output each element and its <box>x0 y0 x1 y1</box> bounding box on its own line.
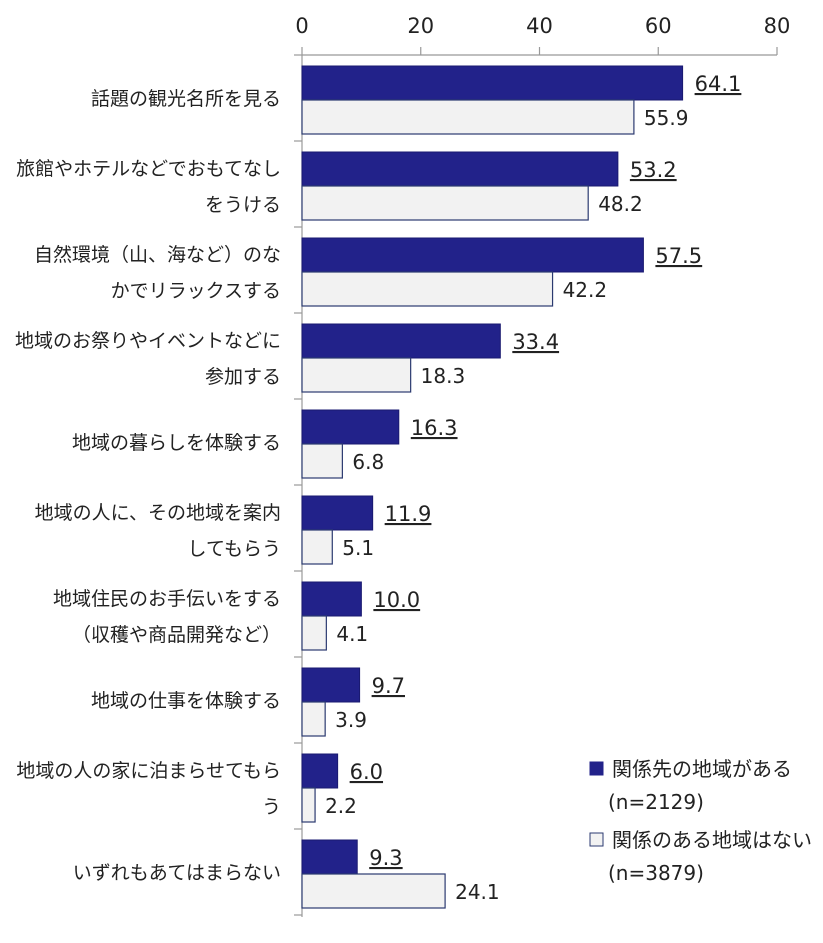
data-label-series-1: 16.3 <box>411 416 458 440</box>
data-label-series-2: 3.9 <box>335 708 367 732</box>
category-label-line1: 地域のお祭りやイベントなどに <box>15 330 281 352</box>
category-label-line1: 地域の人に、その地域を案内 <box>35 502 281 524</box>
bar-series-1 <box>301 151 619 187</box>
category-label: 地域の暮らしを体験する <box>72 432 281 454</box>
category-label-line2: をうける <box>205 194 281 216</box>
data-label-series-1: 9.7 <box>372 674 405 698</box>
bar-series-2 <box>301 787 316 823</box>
data-label-series-1: 64.1 <box>695 72 742 96</box>
category-labels: 話題の観光名所を見る旅館やホテルなどでおもてなしをうける自然環境（山、海など）の… <box>15 88 281 884</box>
legend-label-series-2: 関係のある地域はない <box>612 828 812 852</box>
bar-series-1 <box>301 323 501 359</box>
data-label-series-1: 6.0 <box>350 760 383 784</box>
data-label-series-2: 48.2 <box>598 192 643 216</box>
bar-series-2 <box>301 99 635 135</box>
x-tick-label: 40 <box>526 14 553 38</box>
category-label-line1: 自然環境（山、海など）のな <box>34 244 281 266</box>
bar-series-2 <box>301 357 412 393</box>
legend: 関係先の地域がある (n=2129) 関係のある地域はない (n=3879) <box>589 757 812 885</box>
data-label-series-2: 5.1 <box>342 536 374 560</box>
data-label-series-1: 11.9 <box>385 502 432 526</box>
bar-series-1 <box>301 839 358 875</box>
category-label-line2: してもらう <box>188 538 281 560</box>
data-label-series-2: 6.8 <box>352 450 384 474</box>
x-tick-label: 0 <box>295 14 308 38</box>
legend-swatch-series-2 <box>589 832 604 847</box>
data-label-series-1: 9.3 <box>369 846 402 870</box>
category-label-line1: 旅館やホテルなどでおもてなし <box>16 158 281 180</box>
data-label-series-2: 2.2 <box>325 794 357 818</box>
bar-series-1 <box>301 667 361 703</box>
bar-series-1 <box>301 409 400 445</box>
bar-series-1 <box>301 581 362 617</box>
bar-series-2 <box>301 185 589 221</box>
category-label-line1: 地域の人の家に泊まらせてもら <box>16 760 281 782</box>
bar-series-2 <box>301 271 554 307</box>
category-label-line2: う <box>262 796 281 818</box>
bar-series-2 <box>301 701 326 737</box>
legend-label-series-1: 関係先の地域がある <box>612 757 792 781</box>
data-label-series-2: 42.2 <box>563 278 608 302</box>
data-label-series-2: 4.1 <box>336 622 368 646</box>
data-label-series-2: 18.3 <box>421 364 466 388</box>
bar-series-1 <box>301 65 684 101</box>
data-label-series-1: 10.0 <box>373 588 420 612</box>
data-label-series-1: 53.2 <box>630 158 677 182</box>
bar-series-1 <box>301 495 374 531</box>
bar-series-1 <box>301 237 644 273</box>
category-label-line2: （収穫や商品開発など） <box>72 624 281 646</box>
bar-series-2 <box>301 615 327 651</box>
bar-series-2 <box>301 443 343 479</box>
legend-sample-series-2: (n=3879) <box>608 861 704 885</box>
bar-series-1 <box>301 753 339 789</box>
category-label-line2: かでリラックスする <box>111 280 281 302</box>
category-label: いずれもあてはまらない <box>73 862 281 884</box>
x-axis: 0 20 40 60 80 <box>294 14 790 917</box>
data-label-series-1: 57.5 <box>655 244 702 268</box>
bar-series-2 <box>301 873 446 909</box>
data-label-series-2: 24.1 <box>455 880 500 904</box>
x-tick-label: 80 <box>764 14 791 38</box>
legend-swatch-series-1 <box>589 761 604 776</box>
data-label-series-2: 55.9 <box>644 106 689 130</box>
x-tick-label: 60 <box>645 14 672 38</box>
x-tick-label: 20 <box>407 14 434 38</box>
legend-sample-series-1: (n=2129) <box>608 790 704 814</box>
data-label-series-1: 33.4 <box>512 330 559 354</box>
category-label: 地域の仕事を体験する <box>91 690 281 712</box>
category-label: 話題の観光名所を見る <box>91 88 281 110</box>
category-label-line1: 地域住民のお手伝いをする <box>53 588 281 610</box>
bar-series-2 <box>301 529 333 565</box>
bars: 64.155.9 53.2 48.2 57.5 42.2 33.4 18.3 16.3 6.8 1… <box>301 65 742 909</box>
category-label-line2: 参加する <box>205 366 281 388</box>
